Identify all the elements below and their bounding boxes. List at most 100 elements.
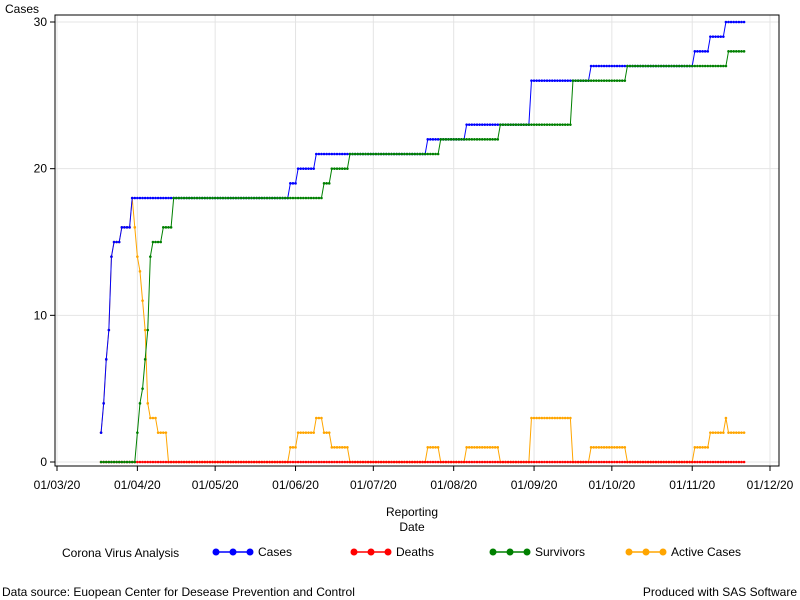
data-point	[123, 460, 126, 464]
data-point	[296, 460, 300, 464]
data-point	[317, 152, 321, 156]
data-point	[504, 123, 507, 126]
data-point	[501, 460, 505, 464]
data-point	[478, 446, 481, 449]
data-point	[569, 460, 572, 464]
x-axis: 01/03/20 01/04/20 01/05/20 01/06/20 01/07/20…	[34, 466, 794, 492]
data-point	[592, 64, 595, 68]
series-active-cases	[99, 196, 746, 464]
data-point	[198, 460, 201, 464]
data-point	[480, 460, 484, 464]
data-point	[454, 460, 458, 464]
data-point	[268, 460, 271, 464]
data-point	[299, 167, 303, 170]
data-point	[102, 460, 105, 464]
data-point	[724, 64, 728, 68]
data-point	[229, 460, 233, 464]
data-point	[457, 138, 461, 141]
data-point	[151, 416, 155, 420]
data-point	[540, 123, 544, 126]
data-point	[462, 460, 466, 464]
data-point	[400, 460, 404, 464]
x-axis-label-line2: Date	[399, 520, 425, 534]
data-point	[361, 460, 365, 464]
data-point	[703, 64, 707, 68]
data-point	[553, 460, 557, 464]
data-point	[475, 460, 479, 464]
data-point	[618, 446, 621, 449]
data-point	[711, 35, 715, 38]
data-point	[143, 460, 147, 464]
data-point	[696, 446, 699, 449]
data-point	[620, 64, 624, 68]
legend-swatch-marker	[659, 548, 667, 556]
data-point	[182, 460, 186, 464]
data-point	[447, 460, 450, 464]
y-tick-label: 0	[40, 455, 47, 469]
data-point	[732, 50, 736, 53]
data-point	[667, 460, 671, 464]
data-point	[522, 460, 525, 464]
legend-title: Corona Virus Analysis	[62, 546, 179, 560]
data-point	[688, 460, 691, 464]
data-point	[250, 196, 253, 200]
data-point	[351, 460, 354, 464]
data-point	[314, 152, 318, 156]
data-point	[654, 460, 658, 464]
data-point	[208, 460, 212, 464]
data-point	[613, 64, 616, 68]
data-point	[421, 152, 424, 156]
data-point	[174, 196, 178, 200]
data-point	[540, 79, 544, 82]
data-point	[346, 460, 349, 464]
data-point	[252, 196, 256, 200]
data-point	[312, 460, 315, 464]
data-point	[276, 460, 279, 464]
data-point	[286, 460, 290, 464]
data-point	[677, 64, 681, 68]
data-point	[307, 460, 310, 464]
data-point	[159, 460, 163, 464]
data-point	[574, 460, 577, 464]
data-point	[465, 446, 468, 449]
data-point	[112, 240, 116, 244]
data-point	[198, 196, 201, 200]
data-point	[382, 152, 385, 156]
data-point	[343, 460, 347, 464]
data-point	[727, 460, 730, 464]
data-point	[273, 196, 277, 200]
data-point	[607, 446, 611, 449]
data-point	[646, 64, 650, 68]
data-point	[639, 460, 642, 464]
data-point	[693, 446, 697, 449]
data-point	[659, 460, 663, 464]
data-point	[351, 152, 354, 156]
data-point	[193, 196, 196, 200]
data-point	[486, 138, 489, 141]
data-point	[154, 416, 157, 420]
data-point	[600, 460, 603, 464]
data-point	[136, 196, 139, 200]
data-point	[299, 196, 303, 200]
data-point	[483, 123, 487, 126]
data-point	[701, 64, 704, 68]
series-line	[100, 21, 745, 433]
data-point	[620, 79, 624, 82]
data-point	[703, 50, 707, 53]
data-point	[374, 460, 378, 464]
data-point	[387, 460, 391, 464]
data-point	[732, 20, 736, 24]
series-group	[99, 20, 746, 464]
data-point	[558, 416, 562, 420]
data-point	[335, 167, 339, 170]
data-point	[125, 226, 129, 229]
data-point	[436, 152, 440, 156]
data-point	[302, 460, 305, 464]
data-point	[734, 460, 738, 464]
legend-swatch-marker	[212, 548, 220, 556]
data-point	[737, 460, 741, 464]
data-point	[156, 240, 160, 244]
data-point	[514, 123, 518, 126]
data-point	[506, 123, 510, 126]
data-point	[698, 64, 702, 68]
